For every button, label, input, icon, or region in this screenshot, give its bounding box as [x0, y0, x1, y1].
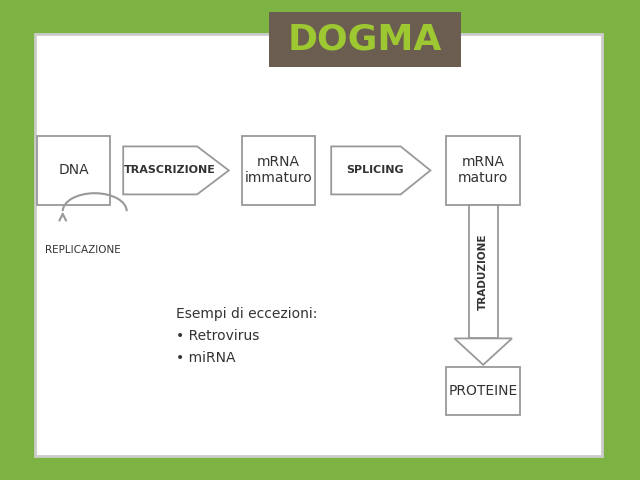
- Text: mRNA
maturo: mRNA maturo: [458, 156, 508, 185]
- Text: SPLICING: SPLICING: [346, 166, 404, 175]
- FancyBboxPatch shape: [37, 135, 111, 205]
- FancyBboxPatch shape: [468, 205, 498, 338]
- Text: TRADUZIONE: TRADUZIONE: [478, 234, 488, 310]
- Text: DNA: DNA: [58, 163, 89, 178]
- Text: DOGMA: DOGMA: [287, 23, 442, 57]
- Polygon shape: [123, 146, 229, 194]
- Polygon shape: [454, 338, 512, 365]
- Polygon shape: [332, 146, 430, 194]
- FancyBboxPatch shape: [242, 135, 315, 205]
- FancyBboxPatch shape: [447, 135, 520, 205]
- Text: TRASCRIZIONE: TRASCRIZIONE: [124, 166, 216, 175]
- FancyBboxPatch shape: [447, 367, 520, 415]
- Text: PROTEINE: PROTEINE: [449, 384, 518, 398]
- Text: Esempi di eccezioni:
• Retrovirus
• miRNA: Esempi di eccezioni: • Retrovirus • miRN…: [176, 307, 317, 365]
- Text: mRNA
immaturo: mRNA immaturo: [244, 156, 312, 185]
- Text: REPLICAZIONE: REPLICAZIONE: [45, 245, 120, 255]
